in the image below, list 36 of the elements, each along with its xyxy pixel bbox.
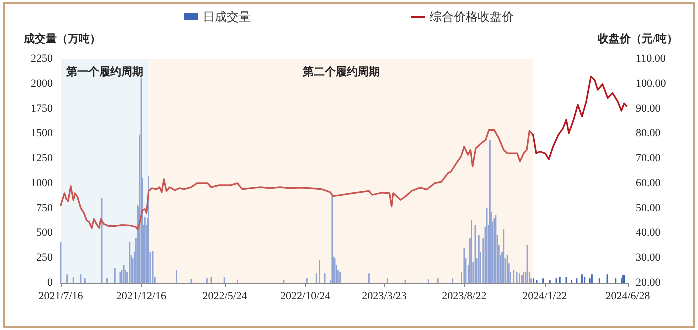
- x-tick-label: 2023/3/23: [362, 290, 408, 302]
- y2-tick-label: 70.00: [636, 152, 662, 165]
- x-tick-label: 2022/10/24: [280, 290, 332, 302]
- x-tick-label: 2024/1/22: [522, 290, 568, 302]
- y2-axis-title: 收盘价（元/吨）: [598, 32, 678, 46]
- y-tick-label: 250: [36, 252, 54, 264]
- line-series: [532, 76, 628, 160]
- x-tick-label: 2021/12/16: [116, 290, 168, 302]
- y-tick-label: 500: [36, 227, 54, 240]
- y2-tick-label: 50.00: [636, 202, 662, 214]
- y2-tick-label: 60.00: [636, 177, 662, 190]
- y2-tick-label: 100.00: [636, 78, 667, 90]
- y2-tick-label: 110.00: [636, 53, 666, 65]
- y-tick-label: 2250: [31, 53, 54, 65]
- y2-tick-label: 30.00: [636, 252, 662, 264]
- x-tick-label: 2024/6/28: [606, 290, 651, 302]
- line-series: [60, 129, 534, 231]
- y2-tick-label: 40.00: [636, 227, 662, 240]
- y2-tick-label: 20.00: [636, 277, 662, 289]
- y-tick-label: 0: [48, 277, 54, 289]
- legend-label: 日成交量: [203, 10, 251, 24]
- y-tick-label: 750: [36, 202, 54, 214]
- y-tick-label: 2000: [31, 78, 54, 90]
- y-tick-label: 1500: [31, 128, 54, 140]
- x-tick-label: 2023/8/22: [442, 290, 487, 302]
- y2-tick-label: 80.00: [636, 128, 662, 140]
- y2-tick-label: 90.00: [636, 102, 662, 115]
- y-tick-label: 1250: [31, 152, 54, 165]
- band-label: 第二个履约周期: [302, 66, 380, 78]
- y-tick-label: 1000: [31, 177, 54, 190]
- x-tick-label: 2022/5/24: [202, 290, 248, 302]
- y-tick-label: 1750: [31, 102, 54, 115]
- legend-label: 综合价格收盘价: [430, 10, 514, 24]
- x-tick-label: 2021/7/16: [38, 290, 84, 302]
- y-axis-title: 成交量（万吨）: [23, 32, 101, 46]
- band-label: 第一个履约周期: [66, 66, 144, 78]
